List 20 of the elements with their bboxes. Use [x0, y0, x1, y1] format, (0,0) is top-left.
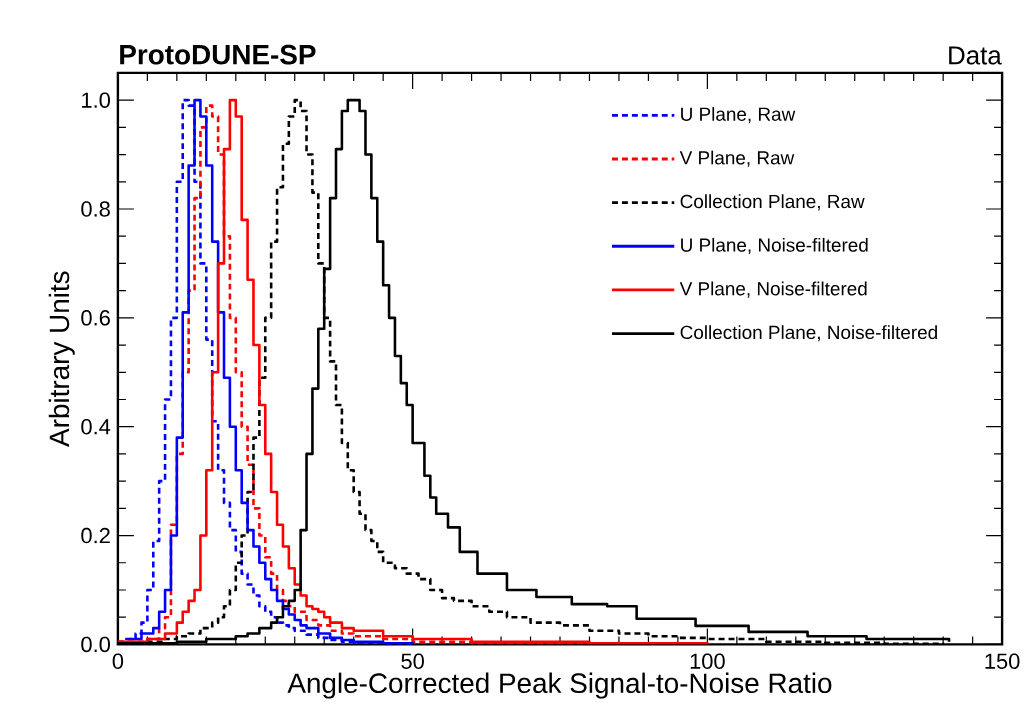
y-tick-label: 0.6	[81, 309, 110, 326]
y-axis-title: Arbitrary Units	[48, 271, 75, 447]
x-axis-title: Angle-Corrected Peak Signal-to-Noise Ratio	[287, 672, 832, 699]
x-tick-label: 150	[985, 653, 1020, 669]
x-tick-label: 50	[401, 653, 424, 669]
chart-title: ProtoDUNE-SP	[120, 44, 316, 65]
legend-label: U Plane, Noise-filtered	[681, 237, 868, 254]
y-tick-label: 0.2	[81, 527, 110, 544]
text: Data	[949, 46, 1002, 65]
legend-label: Collection Plane, Noise-filtered	[680, 325, 937, 342]
x-tick-label: 0	[112, 653, 124, 669]
x-tick-label: 100	[690, 653, 725, 669]
legend-label: V Plane, Raw	[679, 150, 795, 167]
legend-label: Collection Plane, Raw	[680, 194, 865, 211]
y-tick-label: 0.4	[81, 418, 111, 435]
legend-label: V Plane, Noise-filtered	[679, 281, 867, 298]
y-tick-label: 0.0	[81, 636, 110, 652]
y-tick-label: 1.0	[82, 92, 110, 108]
y-tick-label: 0.8	[81, 201, 110, 217]
legend-label: U Plane, Raw	[681, 106, 796, 123]
